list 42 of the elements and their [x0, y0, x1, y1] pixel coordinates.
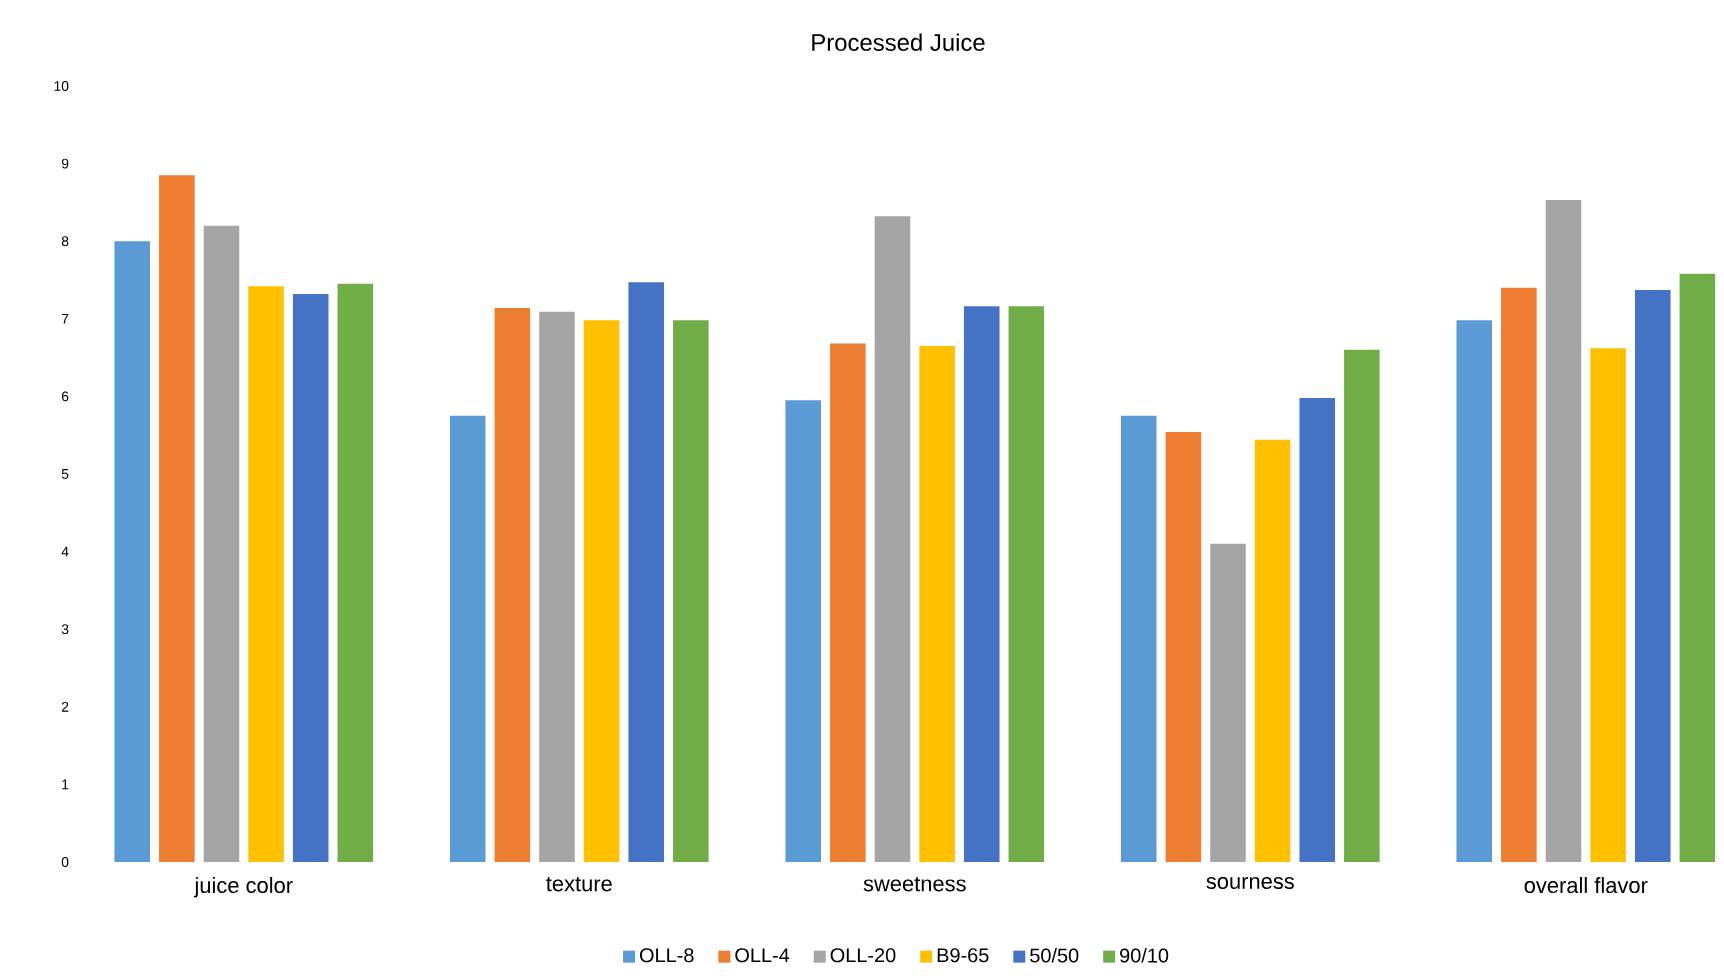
bar [673, 320, 709, 862]
bar [874, 216, 911, 862]
x-tick-label: sourness [1206, 877, 1294, 890]
bar [1299, 397, 1336, 862]
legend-label: 50/50 [1030, 947, 1079, 963]
x-tick-label: sweetness [863, 877, 966, 892]
bar [583, 320, 620, 862]
bar [1008, 306, 1045, 862]
bar [1501, 287, 1537, 862]
legend-label: OLL-4 [735, 948, 790, 963]
bar [785, 400, 822, 862]
chart-title: Processed Juice [812, 33, 985, 51]
bar [1634, 290, 1671, 862]
bar [337, 283, 374, 862]
bar [1679, 273, 1716, 862]
bar [919, 345, 955, 862]
bar [1210, 543, 1246, 862]
bar [628, 282, 664, 862]
legend-label: B9-65 [937, 948, 989, 963]
bar [830, 343, 866, 862]
bar [114, 241, 150, 862]
legend-label: OLL-20 [830, 948, 896, 963]
bar [292, 293, 329, 862]
bar [1456, 320, 1493, 862]
bar [449, 415, 486, 862]
legend-label: OLL-8 [639, 948, 694, 963]
bar [963, 306, 1000, 862]
x-tick-label: texture [546, 877, 612, 892]
x-tick-label: overall flavor [1524, 877, 1648, 894]
bar [1120, 415, 1157, 862]
bar [1165, 432, 1202, 862]
x-tick-label: juice color [193, 877, 293, 898]
bar [248, 286, 284, 862]
bar [1254, 439, 1291, 862]
legend-label: 90/10 [1120, 947, 1169, 963]
bar [1344, 349, 1380, 862]
bar [1545, 200, 1582, 862]
bar [159, 175, 195, 862]
bar [1590, 348, 1626, 862]
bar [539, 311, 575, 862]
bar [203, 225, 240, 862]
bar [494, 307, 531, 862]
